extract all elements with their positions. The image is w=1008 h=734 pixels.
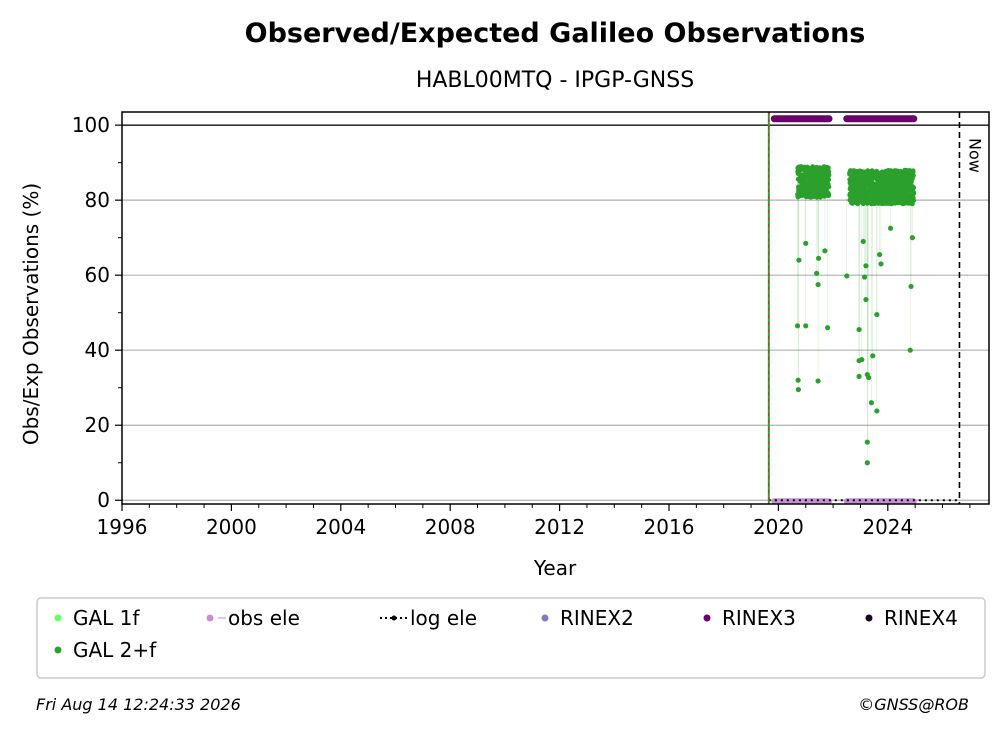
plot-frame <box>121 111 990 505</box>
gal-2f-outlier-point <box>856 373 862 380</box>
gal-2f-outlier-point <box>863 263 869 269</box>
gal-2f-outlier-point <box>909 235 916 241</box>
footer-credit: ©GNSS@ROB <box>858 695 969 714</box>
legend-marker <box>391 615 397 621</box>
x-tick-label: 1996 <box>97 515 148 539</box>
x-axis-ticks: 1996 2000 2004 2008 2012 2016 2020 2024 <box>97 504 971 539</box>
legend-label: GAL 1f <box>73 606 140 630</box>
y-tick-label: 20 <box>85 413 110 437</box>
legend-label: RINEX2 <box>560 606 634 630</box>
y-tick-label: 40 <box>85 338 110 362</box>
legend-entry-gal-1f: GAL 1f <box>54 606 140 630</box>
plot-area: Now 1996 2000 2004 2008 2012 2016 2020 2024 0 20… <box>72 111 990 539</box>
y-axis-label: Obs/Exp Observations (%) <box>19 183 43 445</box>
legend-marker <box>541 614 549 622</box>
legend-marker <box>703 614 711 622</box>
gal-2f-outlier-point <box>856 326 862 333</box>
gal-2f-outlier-point <box>863 296 869 303</box>
series-layer <box>768 115 960 505</box>
now-label: Now <box>965 138 984 173</box>
gal-2f-point <box>911 191 917 196</box>
gal-2f-outlier-point <box>859 356 865 363</box>
x-tick-label: 2008 <box>425 515 476 539</box>
gal-2f-outlier-point <box>874 311 880 318</box>
y-tick-label: 0 <box>97 488 110 512</box>
gal-2f-outlier-point <box>887 225 894 231</box>
gal-2f-outlier-point <box>796 257 802 263</box>
gal-2f-outlier-point <box>822 248 828 254</box>
gal-2f-outlier-point <box>795 377 801 383</box>
gal-2f-outlier-point <box>907 347 913 353</box>
gal-2f-point <box>911 172 916 178</box>
gal-2f-outlier-point <box>868 400 874 406</box>
legend-entry-rinex2: RINEX2 <box>541 606 634 630</box>
x-axis-label: Year <box>533 556 577 580</box>
legend-entry-rinex4: RINEX4 <box>865 606 958 630</box>
x-tick-label: 2004 <box>315 515 366 539</box>
gal-2f-point <box>911 185 917 191</box>
legend-entry-rinex3: RINEX3 <box>703 606 796 630</box>
y-tick-label: 60 <box>85 263 110 287</box>
gal-2f-outlier-point <box>825 325 831 331</box>
gal-2f-outlier-point <box>815 281 821 288</box>
gal-2f-outlier-point <box>864 439 870 445</box>
gal-2f-point <box>826 193 832 198</box>
gal-2f-outlier-point <box>816 255 822 261</box>
legend-entry-obs-ele: obs ele <box>206 606 300 630</box>
footer-timestamp: Fri Aug 14 12:24:33 2026 <box>36 695 241 714</box>
legend-marker <box>865 614 873 622</box>
gal-2f-outlier-point <box>878 261 884 267</box>
legend-marker <box>206 614 214 622</box>
gal-2f-outlier-point <box>864 460 870 466</box>
gal-2f-outlier-point <box>860 238 866 245</box>
x-tick-label: 2024 <box>862 515 913 539</box>
gal-2f-outlier-point <box>908 283 914 290</box>
gal-2f-point <box>826 169 832 175</box>
gal-2f-outlier-point <box>814 270 820 276</box>
gal-2f-point <box>826 177 832 182</box>
legend: GAL 1f obs ele log ele RINEX2 RINEX3 RINEX4 GA… <box>36 597 986 679</box>
gal-2f-outlier-point <box>844 273 850 279</box>
annotations: Now <box>122 112 989 504</box>
legend-label: RINEX4 <box>884 606 958 630</box>
legend-label: GAL 2+f <box>73 638 157 662</box>
gal-2f-point <box>911 198 917 203</box>
legend-label: log ele <box>410 606 477 630</box>
gal-2f-outlier-point <box>874 408 880 414</box>
gal-2f-point <box>826 172 832 178</box>
gal-2f-outlier-point <box>795 386 801 393</box>
x-tick-label: 2000 <box>206 515 257 539</box>
gal-2f-outlier-point <box>803 323 809 329</box>
gal-2f-outlier-point <box>870 353 876 359</box>
series-gal-2-f <box>794 164 917 466</box>
gal-2f-outlier-point <box>861 274 868 280</box>
legend-entry-gal-2-f: GAL 2+f <box>54 638 157 662</box>
legend-marker <box>54 646 62 654</box>
legend-marker <box>54 614 62 622</box>
gal-2f-point <box>826 165 831 171</box>
gal-2f-outlier-point <box>815 378 821 384</box>
chart-title: Observed/Expected Galileo Observations <box>245 18 866 49</box>
y-tick-label: 80 <box>85 188 110 212</box>
gal-2f-point <box>826 184 832 190</box>
chart-subtitle: HABL00MTQ - IPGP-GNSS <box>416 68 694 93</box>
legend-label: RINEX3 <box>722 606 796 630</box>
gal-2f-outlier-point <box>803 240 809 246</box>
x-tick-label: 2016 <box>644 515 695 539</box>
legend-box <box>36 597 986 679</box>
x-tick-label: 2020 <box>753 515 804 539</box>
gal-2f-outlier-point <box>876 251 883 258</box>
gal-2f-outlier-point <box>866 374 872 381</box>
y-axis-ticks: 0 20 40 60 80 100 <box>72 113 122 512</box>
x-tick-label: 2012 <box>534 515 585 539</box>
gal-2f-outlier-point <box>794 323 801 329</box>
legend-label: obs ele <box>228 606 300 630</box>
y-tick-label: 100 <box>72 113 110 137</box>
legend-entry-log-ele: log ele <box>380 606 477 630</box>
